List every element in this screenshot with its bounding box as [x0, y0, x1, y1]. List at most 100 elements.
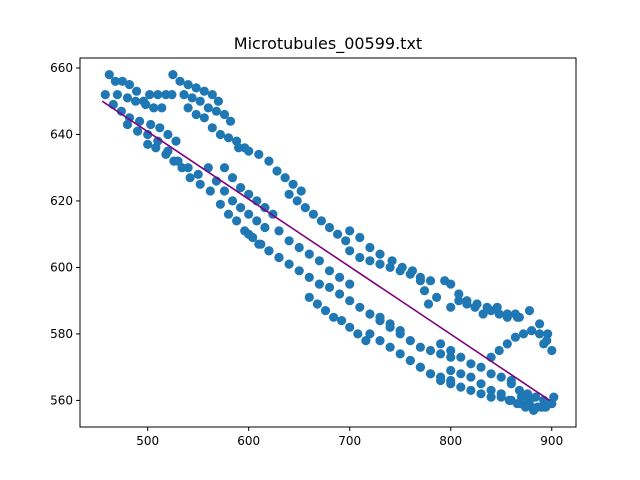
- data-point: [254, 149, 264, 159]
- data-point: [116, 106, 126, 116]
- data-point: [365, 309, 375, 319]
- data-point: [205, 186, 215, 196]
- data-point: [476, 379, 486, 389]
- data-point: [284, 236, 294, 246]
- data-point: [375, 316, 385, 326]
- data-point: [549, 392, 559, 402]
- data-point: [436, 349, 446, 359]
- data-point: [264, 246, 274, 256]
- data-point: [345, 246, 355, 256]
- data-point: [353, 329, 363, 339]
- data-point: [537, 402, 547, 412]
- data-point: [524, 306, 535, 316]
- data-point: [520, 402, 531, 412]
- data-point: [345, 322, 355, 332]
- data-point: [514, 312, 525, 322]
- data-point: [112, 90, 122, 100]
- data-point: [203, 103, 213, 113]
- data-point: [405, 355, 415, 366]
- data-point: [175, 76, 185, 86]
- data-point: [324, 282, 335, 292]
- data-point: [314, 256, 324, 266]
- x-tick-label: 500: [136, 434, 159, 448]
- data-point: [407, 266, 417, 276]
- data-point: [227, 196, 238, 206]
- data-point: [292, 196, 302, 206]
- data-point: [506, 379, 516, 389]
- data-point: [486, 392, 496, 402]
- data-point: [466, 359, 476, 369]
- chart-title: Microtubules_00599.txt: [234, 34, 422, 54]
- data-point: [535, 319, 545, 329]
- data-point: [320, 306, 331, 316]
- data-point: [304, 292, 314, 302]
- data-point: [456, 382, 466, 392]
- data-point: [195, 96, 205, 106]
- data-point: [167, 90, 177, 100]
- data-point: [254, 239, 264, 249]
- data-point: [395, 329, 405, 339]
- plot-frame: [79, 57, 577, 428]
- data-point: [151, 143, 161, 153]
- data-point: [496, 389, 506, 399]
- data-point: [153, 90, 163, 100]
- data-point: [446, 302, 456, 312]
- data-point: [183, 103, 193, 113]
- data-point: [304, 272, 314, 282]
- data-point: [100, 90, 110, 100]
- data-point: [504, 395, 514, 405]
- data-point: [365, 329, 375, 339]
- data-point: [294, 266, 304, 276]
- data-point: [274, 226, 284, 236]
- data-point: [324, 266, 335, 276]
- data-point: [193, 169, 203, 179]
- axes: 500 600 700 800 900 560 580 600 620 640 660: [50, 57, 577, 448]
- data-point: [132, 86, 142, 96]
- data-point: [169, 156, 179, 166]
- data-point: [333, 229, 343, 239]
- data-point: [141, 99, 151, 110]
- data-point: [355, 302, 365, 312]
- data-point: [219, 186, 230, 196]
- data-point: [502, 309, 512, 319]
- data-point: [135, 116, 145, 126]
- data-point: [385, 342, 395, 352]
- data-point: [486, 369, 496, 379]
- data-point: [191, 83, 201, 93]
- x-tick-label: 600: [237, 434, 260, 448]
- data-point: [110, 76, 120, 86]
- data-point: [423, 299, 434, 309]
- data-point: [329, 312, 339, 322]
- data-point: [345, 279, 355, 289]
- data-point: [535, 329, 545, 339]
- data-point: [476, 389, 486, 399]
- data-point: [145, 90, 155, 100]
- data-point: [177, 163, 187, 173]
- data-point: [219, 163, 230, 173]
- data-point: [524, 395, 535, 405]
- data-point: [425, 369, 436, 379]
- data-point: [122, 119, 133, 130]
- data-point: [312, 299, 322, 309]
- data-point: [341, 236, 351, 246]
- data-point: [199, 86, 209, 96]
- fit-line: [101, 100, 551, 402]
- data-point: [446, 379, 456, 389]
- data-point: [244, 146, 254, 156]
- data-point: [288, 179, 298, 189]
- data-point: [260, 203, 270, 213]
- data-point: [446, 352, 456, 362]
- data-point: [419, 286, 430, 296]
- y-tick-label: 660: [50, 61, 73, 75]
- data-point: [405, 336, 415, 346]
- data-point: [296, 186, 306, 196]
- data-point: [385, 322, 395, 332]
- data-point: [337, 316, 347, 326]
- data-point: [179, 90, 189, 100]
- data-point: [284, 259, 294, 269]
- data-point: [529, 405, 539, 415]
- data-point: [308, 209, 318, 219]
- data-point: [183, 80, 193, 90]
- data-point: [316, 216, 326, 226]
